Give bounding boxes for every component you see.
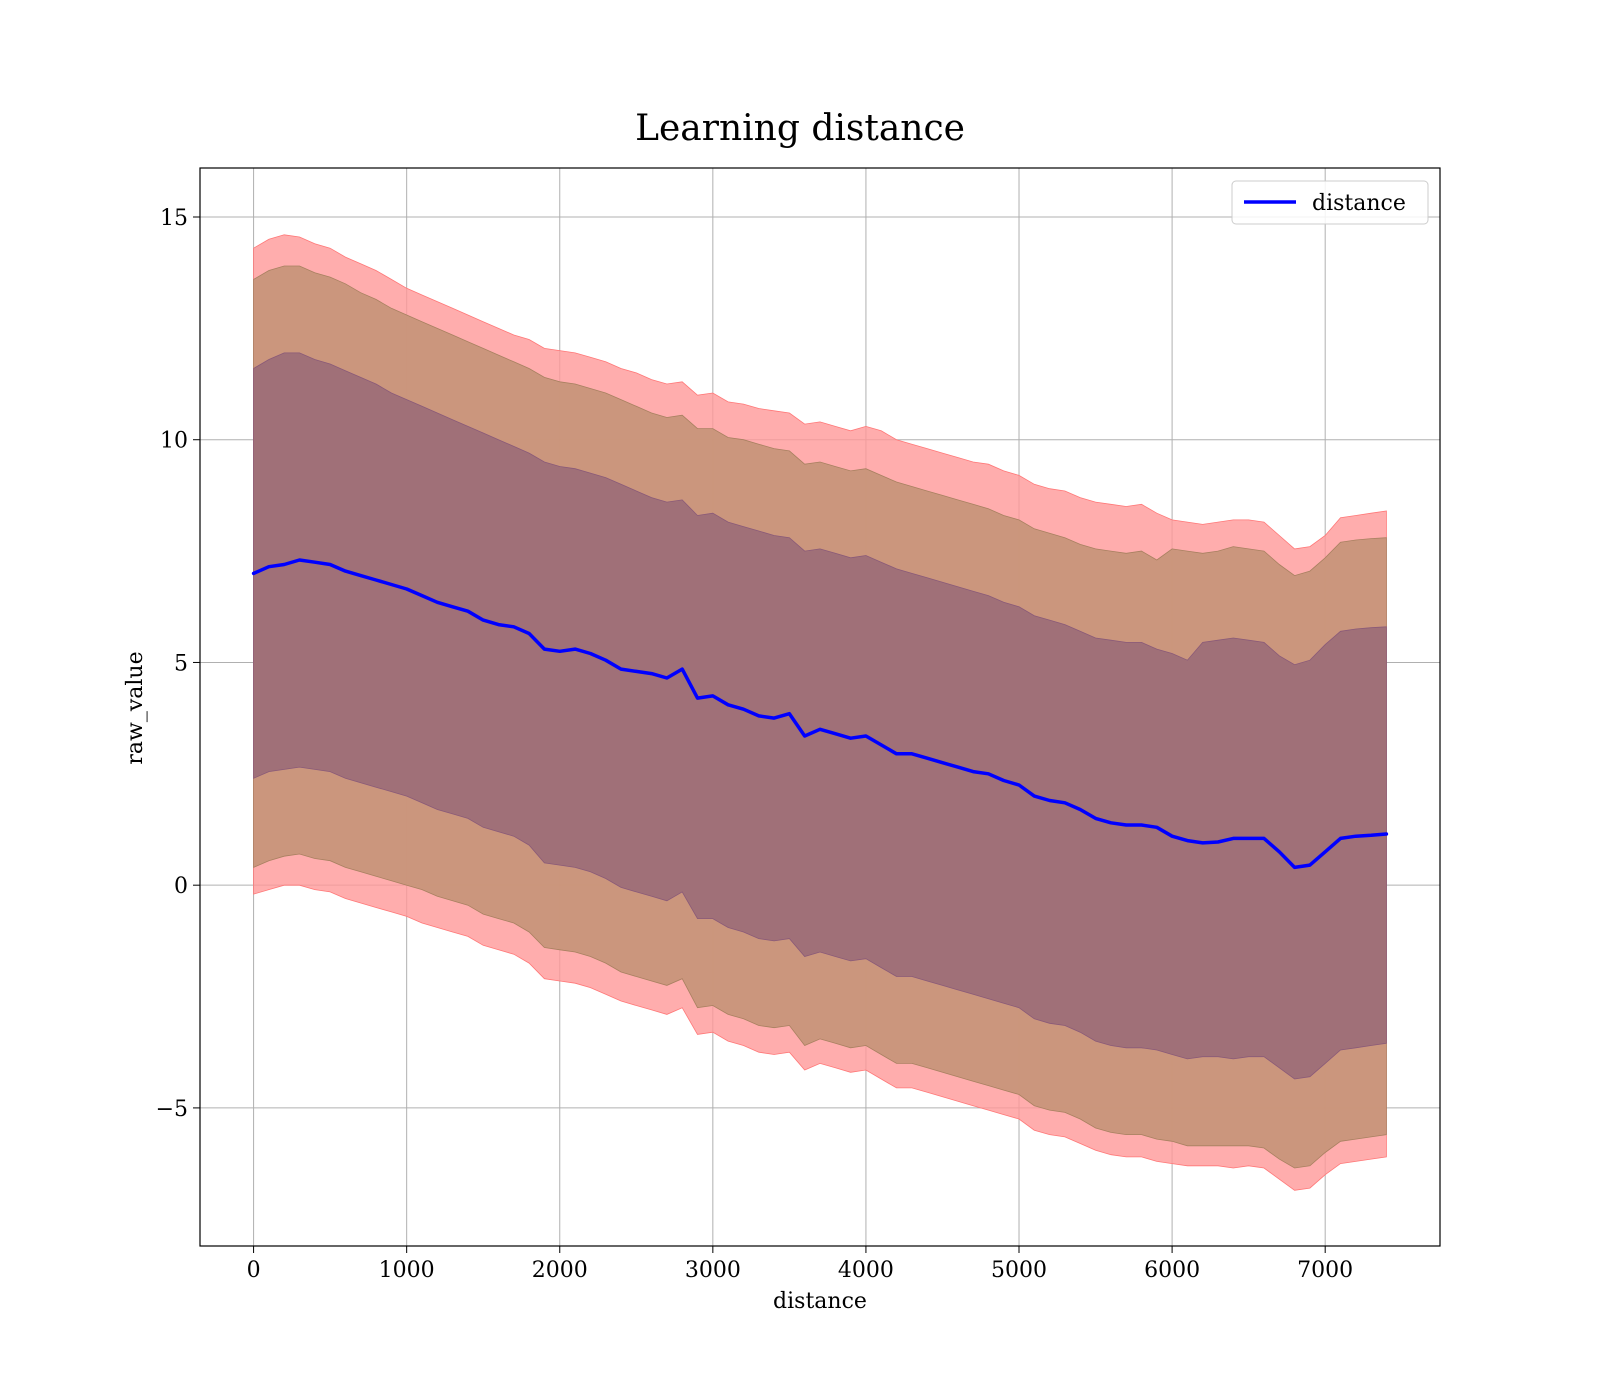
x-tick-label: 2000	[532, 1258, 588, 1283]
plot-frame	[199, 167, 1441, 1247]
y-tick-label: 0	[174, 874, 188, 899]
x-tick-label: 5000	[991, 1258, 1047, 1283]
y-tick-label: 15	[160, 206, 188, 231]
y-axis-title: raw_value	[123, 651, 148, 764]
x-tick-label: 3000	[685, 1258, 741, 1283]
legend-box	[1231, 180, 1429, 225]
x-tick-label: 1000	[379, 1258, 435, 1283]
x-tick-label: 6000	[1144, 1258, 1200, 1283]
y-tick-label: −5	[156, 1097, 188, 1122]
y-tick-label: 10	[160, 429, 188, 454]
inner-band	[253, 352, 1387, 1080]
bands	[253, 234, 1387, 1191]
x-axis-title: distance	[773, 1289, 867, 1314]
x-axis: 0 1000 2000 3000 4000 5000 6000 7000	[247, 1246, 1353, 1283]
x-tick-label: 4000	[838, 1258, 894, 1283]
legend-label: distance	[1312, 191, 1406, 216]
y-tick-label: 5	[174, 651, 188, 676]
legend: distance	[1231, 180, 1429, 225]
distance-series-line	[251, 558, 1389, 870]
series	[251, 558, 1389, 870]
chart-title: Learning distance	[635, 108, 965, 149]
y-axis: −5 0 5 10 15	[156, 206, 200, 1122]
x-tick-label: 0	[247, 1258, 261, 1283]
x-tick-label: 7000	[1297, 1258, 1353, 1283]
